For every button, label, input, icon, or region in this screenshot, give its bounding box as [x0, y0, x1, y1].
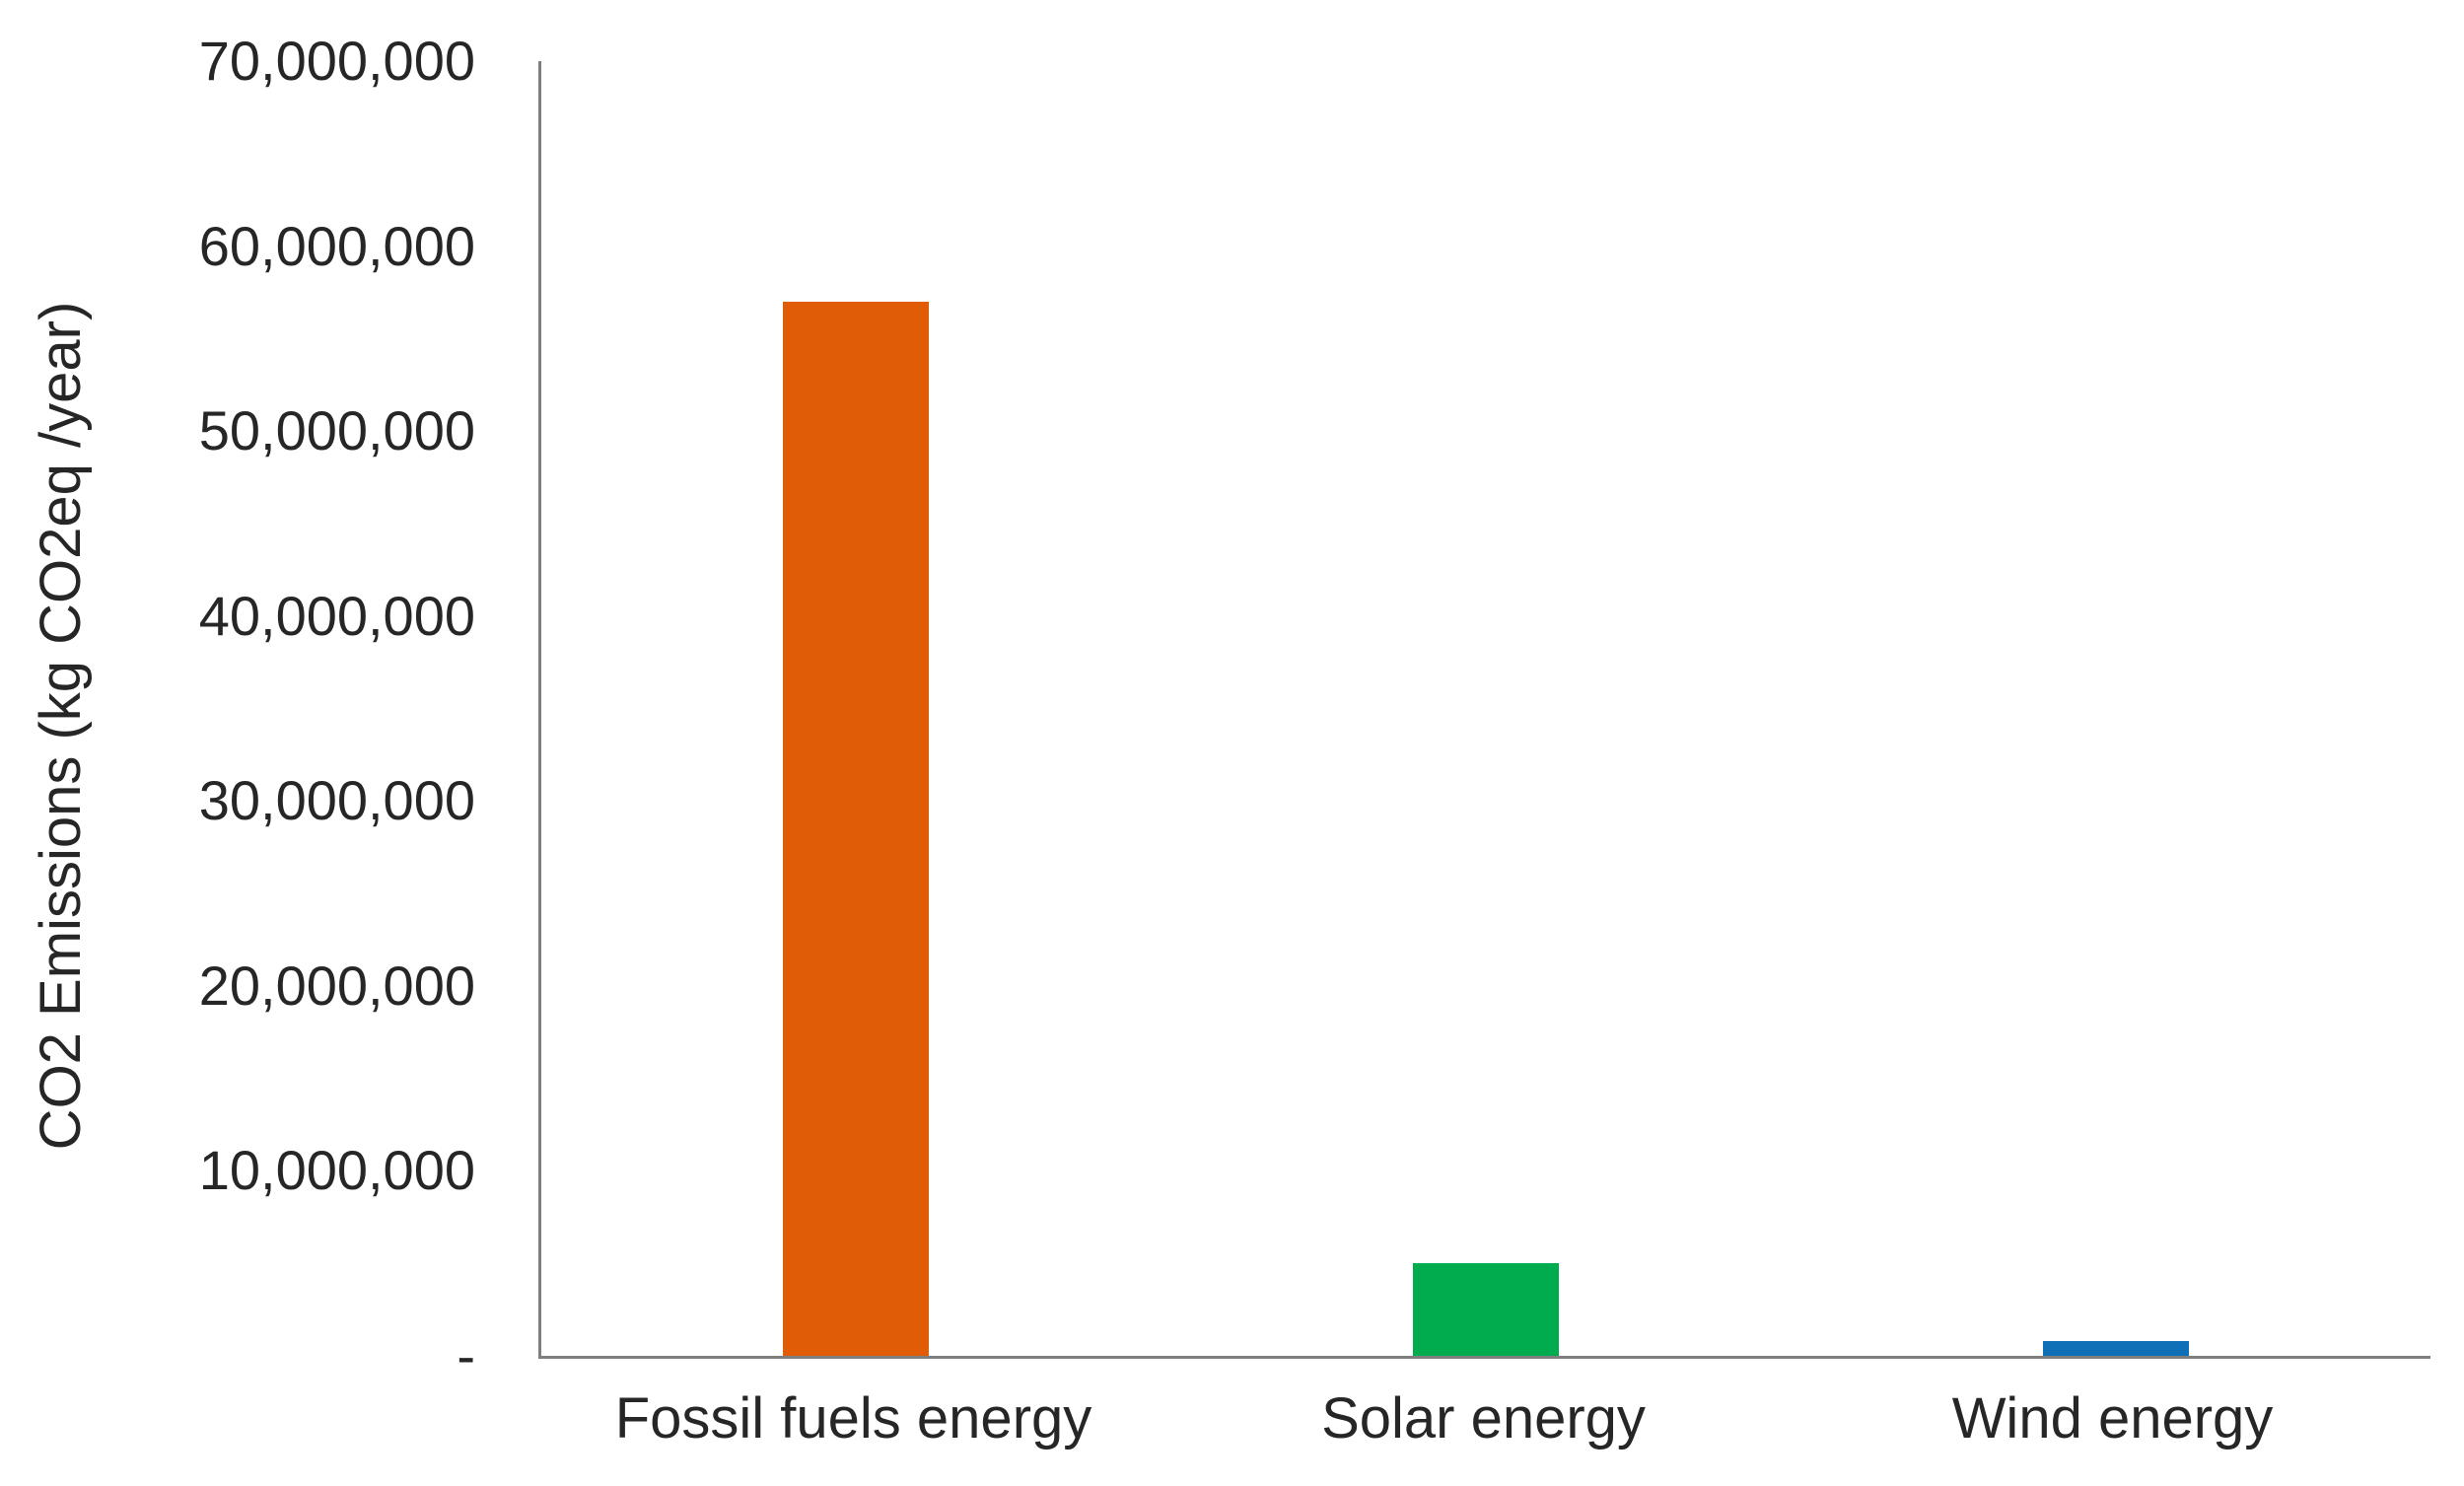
bar-wind-energy [2043, 1341, 2189, 1356]
bar-solar-energy [1413, 1263, 1559, 1356]
plot-area [538, 61, 2430, 1359]
y-tick-label: 70,000,000 [198, 30, 475, 92]
y-tick-label: 40,000,000 [198, 585, 475, 647]
y-tick-label: 50,000,000 [198, 399, 475, 461]
x-category-label: Fossil fuels energy [614, 1386, 1092, 1451]
bar-fossil-fuels-energy [783, 302, 929, 1356]
x-category-label: Wind energy [1951, 1386, 2274, 1451]
y-tick-label: 60,000,000 [198, 215, 475, 277]
y-tick-label: 10,000,000 [198, 1139, 475, 1201]
y-tick-label: 30,000,000 [198, 769, 475, 831]
y-tick-label: 20,000,000 [198, 955, 475, 1017]
x-category-label: Solar energy [1321, 1386, 1646, 1451]
y-tick-label: - [457, 1324, 475, 1386]
